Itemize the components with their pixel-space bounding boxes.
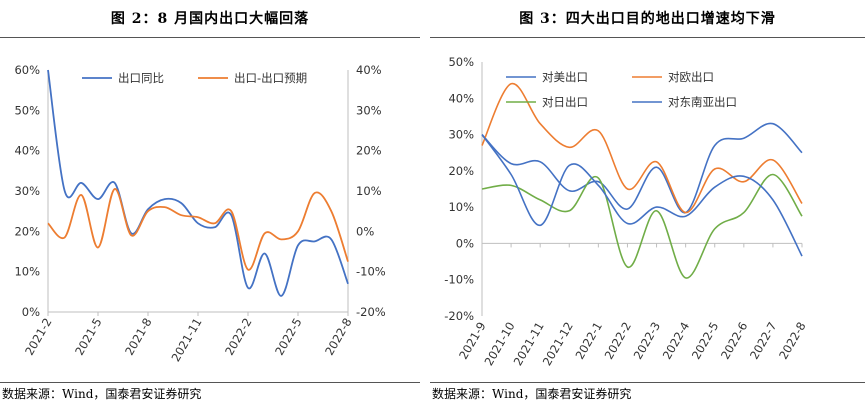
- series-line-1: [481, 122, 803, 214]
- chart-panel-destination-exports: 图 3：四大出口目的地出口增速均下滑 -20% -10% 0% 10% 20% 30% 40…: [430, 0, 865, 403]
- y-tick-label-right: 40%: [356, 63, 382, 77]
- destination-exports-chart: -20%-10%0%10%20%30%40%50%2021-92021-1020…: [444, 55, 808, 368]
- legend-label-2: 出口-出口预期: [234, 71, 307, 85]
- y-tick-label: 40%: [448, 91, 474, 105]
- source-note: 数据来源：Wind，国泰君安证券研究: [2, 387, 202, 401]
- source-rule: [0, 382, 420, 383]
- x-tick-label: 2021-11: [168, 316, 204, 365]
- y-tick-label: -20%: [444, 309, 474, 323]
- x-tick-label: 2022-5: [689, 320, 721, 362]
- title-rule: [0, 37, 420, 38]
- series-line-1: [47, 69, 349, 297]
- legend-label-3: 对日出口: [542, 95, 588, 109]
- series-line-4: [481, 134, 803, 257]
- chart-title: 图 3：四大出口目的地出口增速均下滑: [519, 11, 776, 27]
- x-tick-label: 2021-8: [122, 316, 154, 358]
- legend-label-2: 对欧出口: [668, 70, 714, 84]
- source-note: 数据来源：Wind，国泰君安证券研究: [432, 387, 632, 401]
- x-tick-label: 2021-2: [22, 316, 54, 358]
- y-tick-label-left: 60%: [14, 63, 40, 77]
- y-tick-label-right: 30%: [356, 103, 382, 117]
- y-tick-label-right: 10%: [356, 184, 382, 198]
- series-line-3: [481, 173, 803, 279]
- export-yoy-chart: 0% 10% 20% 30% 40% 50% 60% -20% -10% 0% 10% 20% 30% 4…: [14, 63, 386, 365]
- legend-label-1: 出口同比: [118, 71, 164, 85]
- series-line-2: [481, 82, 803, 214]
- y-tick-label-left: 20%: [14, 224, 40, 238]
- y-tick-label-right: 20%: [356, 144, 382, 158]
- x-tick-label: 2022-8: [776, 320, 808, 362]
- x-tick-label: 2022-6: [718, 320, 750, 362]
- x-tick-label: 2021-5: [72, 316, 104, 358]
- x-tick-label: 2022-7: [747, 320, 779, 362]
- title-rule: [430, 37, 865, 38]
- y-tick-label-left: 50%: [14, 103, 40, 117]
- x-tick-label: 2022-5: [272, 316, 304, 358]
- y-tick-label: 20%: [448, 164, 474, 178]
- y-tick-label: -10%: [444, 273, 474, 287]
- x-tick-label: 2022-1: [572, 320, 604, 362]
- chart-title: 图 2：8 月国内出口大幅回落: [110, 11, 310, 27]
- y-tick-label-right: -20%: [356, 305, 386, 319]
- y-tick-label-left: 10%: [14, 265, 40, 279]
- x-tick-label: 2022-8: [322, 316, 354, 358]
- x-tick-label: 2022-2: [602, 320, 634, 362]
- y-tick-label-left: 30%: [14, 184, 40, 198]
- legend-label-1: 对美出口: [542, 70, 588, 84]
- y-tick-label: 30%: [448, 128, 474, 142]
- x-tick-label: 2022-3: [631, 320, 663, 362]
- x-tick-label: 2022-4: [660, 320, 692, 362]
- y-tick-label-left: 0%: [22, 305, 40, 319]
- y-tick-label-left: 40%: [14, 144, 40, 158]
- y-tick-label: 0%: [456, 236, 474, 250]
- source-rule: [430, 382, 865, 383]
- series-line-2: [47, 188, 349, 271]
- y-tick-label: 10%: [448, 200, 474, 214]
- y-tick-label: 50%: [448, 55, 474, 69]
- x-tick-label: 2022-2: [222, 316, 254, 358]
- chart-panel-export-yoy: 图 2：8 月国内出口大幅回落 0% 10% 20% 30% 40% 50% 60% -20%…: [0, 0, 420, 403]
- legend-label-4: 对东南亚出口: [668, 95, 737, 109]
- y-tick-label-right: 0%: [356, 224, 374, 238]
- y-tick-label-right: -10%: [356, 265, 386, 279]
